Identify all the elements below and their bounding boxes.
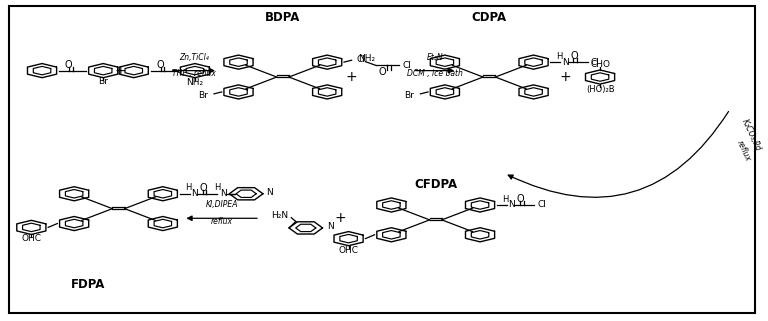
Text: +: + xyxy=(346,70,357,84)
Text: N: N xyxy=(562,58,568,67)
Text: CHO: CHO xyxy=(590,60,610,69)
Text: NH₂: NH₂ xyxy=(187,78,204,87)
Text: N: N xyxy=(266,188,273,197)
Text: (HO)₂B: (HO)₂B xyxy=(586,85,614,94)
Text: BDPA: BDPA xyxy=(265,11,300,24)
Text: +: + xyxy=(560,70,571,84)
Text: Br: Br xyxy=(198,91,208,100)
Text: Br: Br xyxy=(98,77,108,86)
Text: O: O xyxy=(517,194,525,204)
Text: O: O xyxy=(200,183,207,193)
Text: O: O xyxy=(65,60,73,70)
Text: Cl: Cl xyxy=(591,58,600,67)
Text: Cl: Cl xyxy=(402,61,411,70)
Text: DCM , ice bath: DCM , ice bath xyxy=(407,69,463,78)
Text: Br: Br xyxy=(405,91,414,100)
Text: FDPA: FDPA xyxy=(71,278,105,291)
Text: H₂N: H₂N xyxy=(271,211,288,220)
Text: O: O xyxy=(571,51,578,61)
Text: reflux: reflux xyxy=(210,217,233,226)
Text: N: N xyxy=(508,201,515,210)
Text: +: + xyxy=(114,64,126,78)
Text: CDPA: CDPA xyxy=(472,11,507,24)
Text: H: H xyxy=(185,184,191,193)
Text: Cl: Cl xyxy=(356,55,366,64)
Text: +: + xyxy=(334,211,346,225)
Text: NH₂: NH₂ xyxy=(358,54,375,63)
Text: KI,DIPEA: KI,DIPEA xyxy=(205,200,238,209)
Text: N: N xyxy=(327,222,334,231)
Text: Et₃N: Et₃N xyxy=(427,53,443,62)
Text: O: O xyxy=(379,67,386,77)
Text: H: H xyxy=(502,195,508,204)
Text: O: O xyxy=(157,60,164,70)
Text: OHC: OHC xyxy=(22,234,41,243)
Text: reflux: reflux xyxy=(736,139,753,163)
Text: THF , reflux: THF , reflux xyxy=(172,69,216,78)
Text: N: N xyxy=(220,189,227,198)
Text: Cl: Cl xyxy=(538,201,546,210)
Text: OHC: OHC xyxy=(339,246,359,255)
Text: Zn,TiCl₄: Zn,TiCl₄ xyxy=(179,53,209,62)
Text: H: H xyxy=(556,52,562,61)
FancyArrowPatch shape xyxy=(508,111,729,197)
Text: K₂CO₃,Pd: K₂CO₃,Pd xyxy=(740,117,763,152)
Text: CFDPA: CFDPA xyxy=(414,178,457,191)
Text: H: H xyxy=(214,184,220,193)
Text: N: N xyxy=(191,189,198,198)
